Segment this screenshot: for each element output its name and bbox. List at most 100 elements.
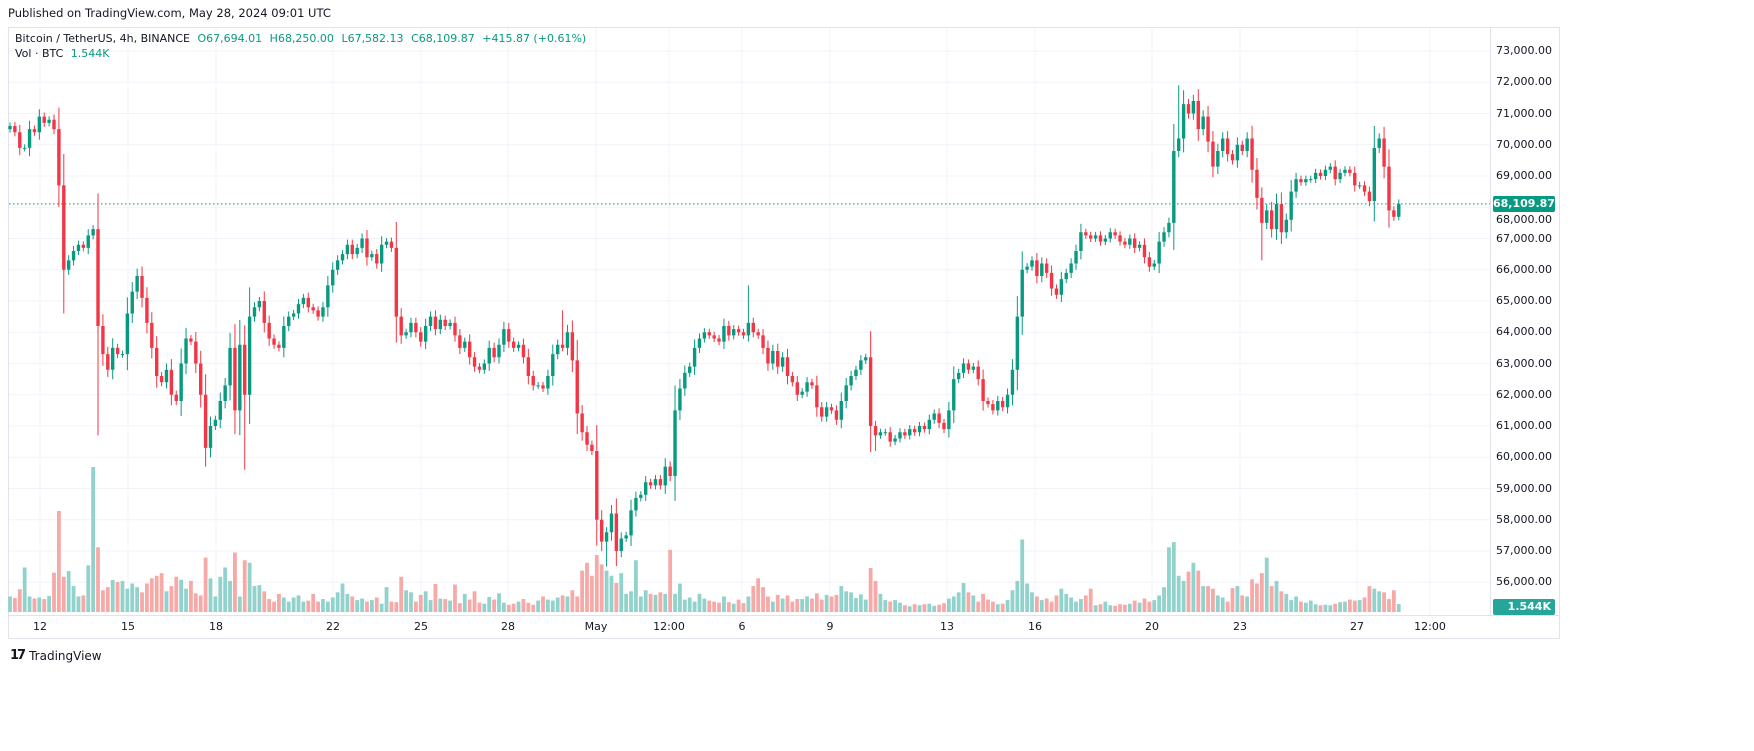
volume-bar xyxy=(492,599,497,612)
candle-body xyxy=(477,366,482,370)
candle xyxy=(467,334,472,365)
candle xyxy=(864,353,868,364)
volume-bar xyxy=(233,552,237,612)
volume-bar xyxy=(1093,605,1098,612)
candle-body xyxy=(956,372,961,380)
chart-panel[interactable] xyxy=(8,27,1560,639)
candle-body xyxy=(1255,169,1259,198)
candle xyxy=(1240,140,1244,156)
volume-bar xyxy=(477,602,482,612)
candle-body xyxy=(1221,138,1225,151)
volume-bar xyxy=(1201,586,1206,612)
volume-bar xyxy=(1181,580,1186,612)
price-axis[interactable] xyxy=(1490,27,1561,615)
candle xyxy=(526,348,531,385)
candle xyxy=(1323,165,1328,181)
volume-bar xyxy=(379,603,384,612)
candle xyxy=(164,363,169,389)
volume-bar xyxy=(981,593,986,612)
candle xyxy=(912,425,917,436)
candle xyxy=(179,348,183,416)
volume-bar xyxy=(208,578,213,612)
price-tick-label: 58,000.00 xyxy=(1496,512,1552,526)
volume-bar xyxy=(42,599,47,612)
candle xyxy=(218,392,222,429)
volume-bar xyxy=(325,601,330,612)
candle-body xyxy=(1265,210,1269,223)
candle-body xyxy=(614,513,619,551)
candle xyxy=(555,339,560,360)
candle xyxy=(155,336,159,388)
volume-bar xyxy=(521,599,526,612)
candle-body xyxy=(824,407,829,417)
candle-body xyxy=(966,363,971,370)
candle-body xyxy=(18,132,22,148)
volume-bar xyxy=(1191,562,1196,612)
footer-brand[interactable]: TradingView xyxy=(29,648,102,663)
volume-bar xyxy=(189,580,193,612)
candle xyxy=(536,381,540,389)
volume-bar xyxy=(658,592,663,612)
volume-bar xyxy=(1259,573,1264,612)
volume-bar xyxy=(780,598,785,612)
candle-body xyxy=(785,357,790,376)
candle xyxy=(722,318,726,349)
candle xyxy=(1377,133,1381,154)
volume-bar xyxy=(702,598,707,612)
volume-bar xyxy=(1284,593,1289,612)
candle xyxy=(599,510,604,552)
candle xyxy=(1059,271,1064,303)
tradingview-logo-icon[interactable]: 17 xyxy=(10,648,26,663)
candle xyxy=(800,388,804,399)
volume-bar xyxy=(609,575,614,612)
candle-body xyxy=(624,535,628,539)
volume-title[interactable]: Vol · BTC xyxy=(15,47,64,60)
candle-body xyxy=(908,429,912,436)
candle xyxy=(927,414,932,435)
price-tick-label: 57,000.00 xyxy=(1496,544,1552,557)
volume-bar xyxy=(1225,601,1230,612)
candle-body xyxy=(140,276,144,298)
candle-body xyxy=(145,297,149,323)
candle-body xyxy=(1103,238,1108,242)
candle-body xyxy=(864,357,868,361)
candle-body xyxy=(531,376,535,386)
candle-body xyxy=(199,363,203,395)
volume-bar xyxy=(394,602,399,612)
volume-bar xyxy=(1118,604,1122,612)
candle xyxy=(727,320,731,341)
candle xyxy=(47,116,51,127)
candle-body xyxy=(981,379,985,401)
candle xyxy=(1289,179,1293,232)
candle-body xyxy=(834,410,839,420)
volume-bar xyxy=(506,604,511,612)
volume-bar xyxy=(193,593,198,612)
candle xyxy=(668,461,672,482)
candle-body xyxy=(1353,172,1357,186)
candle xyxy=(1040,257,1044,283)
time-axis[interactable] xyxy=(8,615,1560,639)
volume-bar xyxy=(902,605,907,612)
candle xyxy=(790,371,795,387)
candle xyxy=(22,144,27,152)
volume-bar xyxy=(1206,586,1210,612)
candle-body xyxy=(1186,104,1191,114)
volume-bar xyxy=(47,595,52,612)
candle xyxy=(908,425,912,440)
symbol-title[interactable]: Bitcoin / TetherUS, 4h, BINANCE xyxy=(15,32,191,45)
candle xyxy=(252,302,257,322)
candle xyxy=(443,315,447,331)
candle-body xyxy=(1377,138,1381,148)
candle-body xyxy=(1133,238,1137,248)
candle xyxy=(91,225,95,240)
candle-body xyxy=(996,401,1000,411)
candle-body xyxy=(189,338,193,342)
candle-body xyxy=(316,310,320,317)
candle xyxy=(169,359,174,406)
volume-bar xyxy=(448,600,452,612)
candle-body xyxy=(96,229,100,326)
candle xyxy=(551,344,555,386)
candle-body xyxy=(110,347,115,370)
candle-body xyxy=(1191,101,1196,114)
